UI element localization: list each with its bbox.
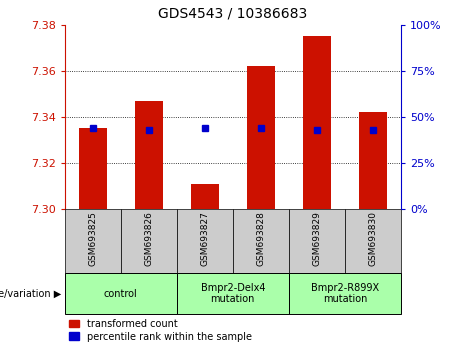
Bar xyxy=(247,66,275,209)
Text: GSM693826: GSM693826 xyxy=(144,211,153,266)
Text: Bmpr2-R899X
mutation: Bmpr2-R899X mutation xyxy=(311,283,379,304)
Text: GSM693827: GSM693827 xyxy=(200,211,209,266)
Bar xyxy=(289,209,345,273)
Bar xyxy=(121,209,177,273)
Text: GSM693829: GSM693829 xyxy=(313,211,321,266)
Text: GSM693828: GSM693828 xyxy=(256,211,266,266)
Text: control: control xyxy=(104,289,137,298)
Bar xyxy=(289,273,401,314)
Bar xyxy=(78,129,106,209)
Bar xyxy=(191,184,219,209)
Bar xyxy=(303,36,331,209)
Text: genotype/variation ▶: genotype/variation ▶ xyxy=(0,289,62,298)
Bar xyxy=(177,209,233,273)
Text: Bmpr2-Delx4
mutation: Bmpr2-Delx4 mutation xyxy=(201,283,265,304)
Bar xyxy=(359,112,387,209)
Bar xyxy=(345,209,401,273)
Bar xyxy=(177,273,289,314)
Text: GSM693830: GSM693830 xyxy=(368,211,378,266)
Bar xyxy=(65,209,121,273)
Title: GDS4543 / 10386683: GDS4543 / 10386683 xyxy=(158,7,307,21)
Legend: transformed count, percentile rank within the sample: transformed count, percentile rank withi… xyxy=(70,319,252,342)
Bar xyxy=(65,273,177,314)
Text: GSM693825: GSM693825 xyxy=(88,211,97,266)
Bar xyxy=(135,101,163,209)
Bar xyxy=(233,209,289,273)
